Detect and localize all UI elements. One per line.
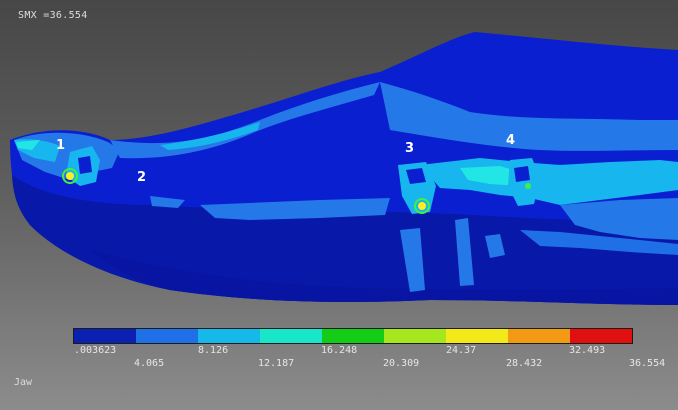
lower-band-6 <box>520 230 678 255</box>
legend-band-6 <box>384 329 446 343</box>
legend-band-4 <box>260 329 322 343</box>
tooth-1-dark <box>78 156 92 174</box>
tooth-4-dark <box>514 166 530 182</box>
legend-band-9 <box>570 329 632 343</box>
legend-tick-2: 8.126 <box>198 345 229 356</box>
lower-band-1 <box>200 198 390 220</box>
legend-tick-3: 12.187 <box>258 358 295 369</box>
node-label-4[interactable]: 4 <box>506 133 516 148</box>
hotspot-4 <box>525 183 531 189</box>
smx-label: SMX =36.554 <box>18 10 88 21</box>
tooth-3-dark <box>406 168 426 184</box>
hotspot-3 <box>418 202 426 210</box>
legend-tick-9: 36.554 <box>629 358 666 369</box>
node-label-2[interactable]: 2 <box>137 170 147 185</box>
legend-tick-8: 32.493 <box>569 345 606 356</box>
lower-band-4 <box>455 218 474 286</box>
ridge-strip <box>110 82 380 159</box>
upper-band <box>380 82 678 151</box>
color-legend <box>73 328 633 344</box>
legend-tick-4: 16.248 <box>321 345 358 356</box>
view-name-label: Jaw <box>14 377 33 388</box>
lower-band-3 <box>400 228 425 292</box>
legend-tick-1: 4.065 <box>134 358 165 369</box>
legend-band-1 <box>74 329 136 343</box>
legend-band-8 <box>508 329 570 343</box>
lower-band-2 <box>150 196 185 208</box>
legend-band-3 <box>198 329 260 343</box>
legend-tick-5: 20.309 <box>383 358 420 369</box>
node-label-3[interactable]: 3 <box>405 141 415 156</box>
legend-band-5 <box>322 329 384 343</box>
jaw-bottom-shade <box>90 250 678 305</box>
mid-patch-3 <box>560 198 678 240</box>
legend-tick-7: 28.432 <box>506 358 543 369</box>
legend-band-7 <box>446 329 508 343</box>
front-cyan <box>16 140 40 150</box>
lower-band-5 <box>485 234 505 258</box>
ridge-cyan <box>160 122 260 150</box>
node-label-1[interactable]: 1 <box>56 138 66 153</box>
legend-tick-0: .003623 <box>74 345 117 356</box>
legend-band-2 <box>136 329 198 343</box>
hotspot-1-ring <box>62 168 78 184</box>
tooth-2-region <box>120 158 160 192</box>
hotspot-1 <box>66 172 74 180</box>
legend-tick-6: 24.37 <box>446 345 477 356</box>
hotspot-3-ring <box>414 198 430 214</box>
